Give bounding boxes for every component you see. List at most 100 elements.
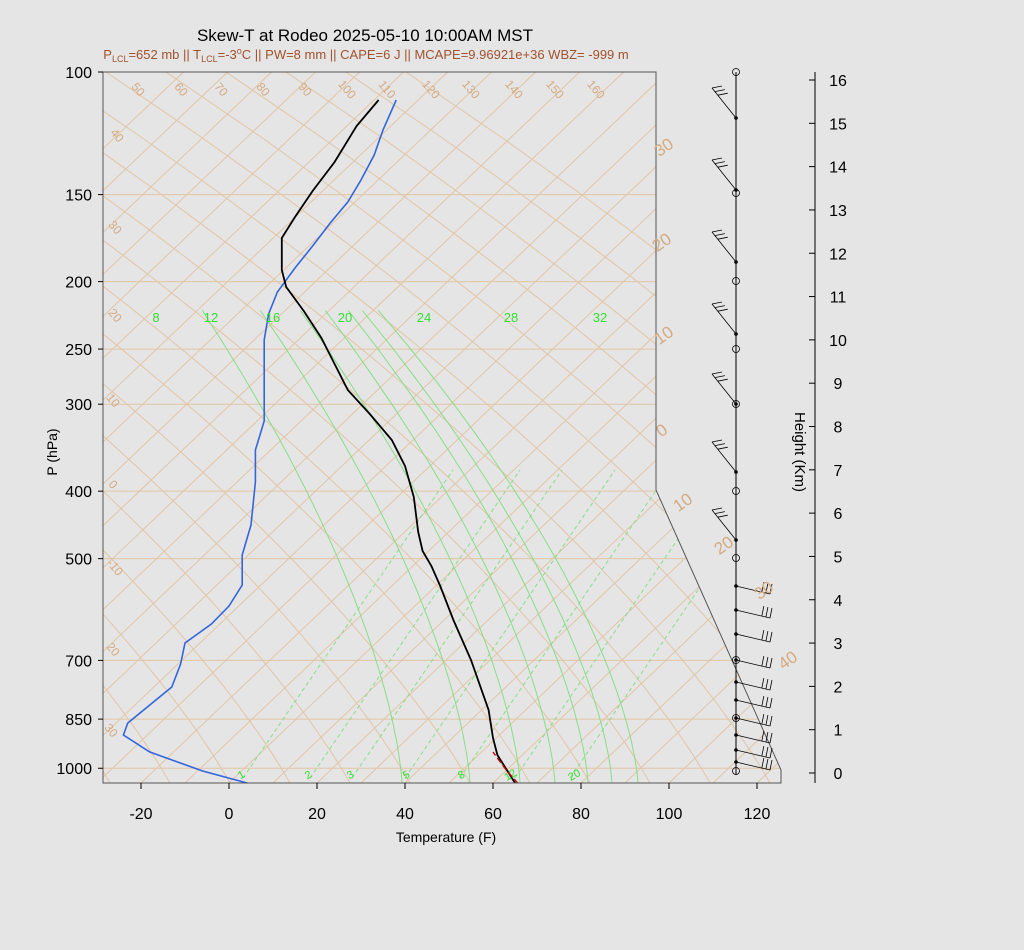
y-tick-label: 250 [65,342,92,359]
wind-station-circle [732,400,740,408]
isotherm [889,72,1024,783]
wind-barb-flag [711,301,723,305]
dry-adiabat [103,72,231,783]
wind-barb-flag [717,378,728,382]
dry-adiabat [103,72,471,783]
wind-barb [735,761,771,771]
wind-barb-flag [769,607,773,619]
wind-barb-flag [711,371,723,375]
height-tick-label: 11 [830,290,847,307]
mixing-ratio-line [242,469,454,779]
wind-barb-flag [769,759,773,771]
mixing-ratio-bottom-label: 3 [345,769,356,782]
height-tick-label: 12 [829,246,847,263]
dry-adiabat [103,72,171,783]
mixing-ratio-line [404,469,616,779]
dry-adiabat [165,72,781,783]
wind-barb-flag [769,732,773,744]
isotherm [272,72,781,783]
wind-barb-flag [769,657,773,669]
moist-adiabat [299,310,521,783]
mixing-ratio-bottom-label: 12 [502,767,519,784]
isotherm [103,72,624,783]
y-tick-label: 700 [65,653,92,670]
height-tick-label: 3 [834,636,843,653]
wind-barb-flag [714,305,725,308]
x-tick-label: 100 [656,806,683,823]
moist-adiabat [347,310,589,783]
height-tick-label: 4 [834,593,843,610]
isotherm [492,72,781,783]
plot-area [103,72,781,783]
wind-barb-flag [711,439,723,443]
wind-barb-flag [765,678,769,690]
dry-adiabat [103,72,651,783]
wind-barb [711,441,737,473]
dry-adiabat [103,72,781,783]
wind-barb-flag [761,758,765,769]
dewpoint-line [122,99,397,783]
y-tick-label: 300 [65,397,92,414]
wind-barb-flag [711,229,723,233]
plot-frame [102,71,782,784]
wind-barb [735,734,771,744]
plcl-prefix: P [103,47,112,62]
moist-adiabat [324,310,556,783]
dry-adiabat [103,72,771,783]
wind-barb-flag [714,161,725,164]
wind-barb [735,659,771,669]
dry-adiabat [0,72,50,783]
dry-adiabat [103,72,591,783]
wind-barb-flag [717,446,728,450]
dry-adiabat [103,72,411,783]
parcel-line [492,751,586,783]
height-tick-label: 7 [834,463,843,480]
mixing-ratio-line [351,469,563,779]
wind-barb [735,681,771,691]
height-tick-label: 8 [834,420,843,437]
dry-adiabat [103,72,351,783]
isotherm [103,72,316,783]
x-tick-label: 20 [308,806,326,823]
wind-barb-flag [717,92,728,96]
wind-barb-flag [769,697,773,709]
wind-station-circle [732,277,740,285]
isotherm [845,72,1024,783]
wind-barb-flag [765,731,769,743]
wind-barb [735,609,771,619]
height-tick-label: 16 [829,73,847,90]
isotherm [580,72,781,783]
height-tick-label: 0 [834,766,843,783]
wind-barb-flag [717,308,728,312]
chart-title: Skew-T at Rodeo 2025-05-10 10:00AM MST [197,26,533,45]
height-tick-label: 6 [834,506,843,523]
wind-barb-flag [717,514,728,518]
wind-barb-flag [761,678,765,689]
wind-barb-flag [765,714,769,726]
temperature-line [280,99,591,783]
mixing-ratio-top-label: 28 [504,310,518,325]
mixing-ratio-top-label: 16 [266,310,280,325]
wind-barb-flag [714,233,725,236]
x-tick-label: 40 [396,806,414,823]
y-tick-label: 150 [65,188,92,205]
wind-barb-flag [714,89,725,92]
isotherm [448,72,781,783]
wind-barb [711,87,737,119]
height-tick-label: 14 [829,160,847,177]
wind-barb-flag [765,758,769,770]
y-tick-label: 500 [65,552,92,569]
moist-adiabat [378,310,639,783]
subtitle-rest: C || PW=8 mm || CAPE=6 J || MCAPE=9.9692… [242,47,629,62]
mixing-ratio-bottom-label: 2 [303,769,314,782]
isotherm [103,72,668,783]
height-tick-label: 2 [834,679,843,696]
height-tick-label: 13 [829,203,847,220]
wind-barb-flag [761,582,765,593]
isotherm [103,72,448,783]
height-tick-label: 1 [834,723,843,740]
y-tick-label: 1000 [56,761,92,778]
wind-station-circle [732,189,740,197]
wind-station-circle [732,656,740,664]
moist-adiabat [361,310,613,783]
